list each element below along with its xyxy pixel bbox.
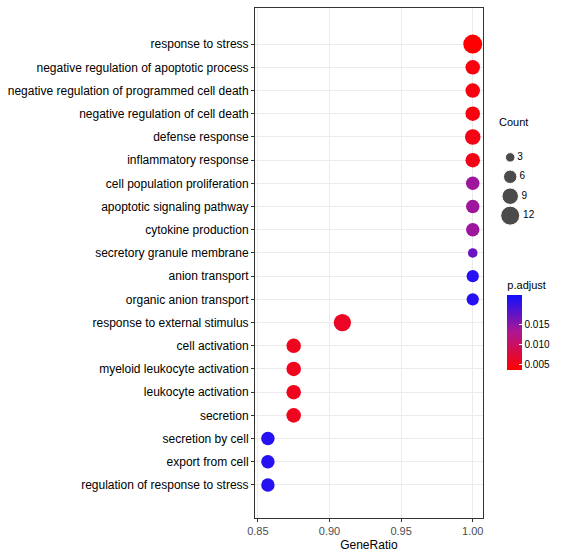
svg-text:1.00: 1.00 (462, 525, 483, 537)
svg-text:response to stress: response to stress (151, 37, 249, 51)
svg-text:0.010: 0.010 (525, 339, 550, 350)
svg-text:3: 3 (517, 151, 523, 162)
svg-text:leukocyte activation: leukocyte activation (144, 385, 249, 399)
svg-text:regulation of response to stre: regulation of response to stress (81, 478, 248, 492)
svg-text:0.95: 0.95 (390, 525, 411, 537)
svg-text:0.005: 0.005 (525, 359, 550, 370)
svg-text:inflammatory response: inflammatory response (127, 153, 249, 167)
svg-text:secretory granule membrane: secretory granule membrane (95, 246, 249, 260)
svg-text:cytokine production: cytokine production (145, 223, 248, 237)
svg-text:cell activation: cell activation (177, 339, 249, 353)
svg-text:response to external stimulus: response to external stimulus (93, 316, 249, 330)
svg-text:12: 12 (523, 209, 535, 220)
svg-text:0.85: 0.85 (247, 525, 268, 537)
svg-text:p.adjust: p.adjust (507, 279, 546, 291)
svg-text:organic anion transport: organic anion transport (126, 293, 249, 307)
svg-text:myeloid leukocyte activation: myeloid leukocyte activation (99, 362, 248, 376)
svg-text:0.015: 0.015 (525, 319, 550, 330)
svg-text:negative regulation of cell de: negative regulation of cell death (79, 107, 248, 121)
svg-text:0.90: 0.90 (319, 525, 340, 537)
svg-text:GeneRatio: GeneRatio (340, 538, 398, 552)
svg-text:cell population proliferation: cell population proliferation (106, 177, 249, 191)
svg-text:Count: Count (499, 116, 528, 128)
svg-text:secretion: secretion (200, 409, 249, 423)
svg-text:defense response: defense response (153, 130, 249, 144)
svg-text:apoptotic signaling pathway: apoptotic signaling pathway (101, 200, 248, 214)
svg-text:anion transport: anion transport (169, 269, 250, 283)
svg-text:secretion by cell: secretion by cell (163, 432, 249, 446)
svg-text:negative regulation of program: negative regulation of programmed cell d… (8, 84, 249, 98)
svg-text:9: 9 (521, 190, 527, 201)
svg-text:export from cell: export from cell (167, 455, 249, 469)
svg-text:6: 6 (520, 170, 526, 181)
svg-text:negative regulation of apoptot: negative regulation of apoptotic process (36, 61, 248, 75)
